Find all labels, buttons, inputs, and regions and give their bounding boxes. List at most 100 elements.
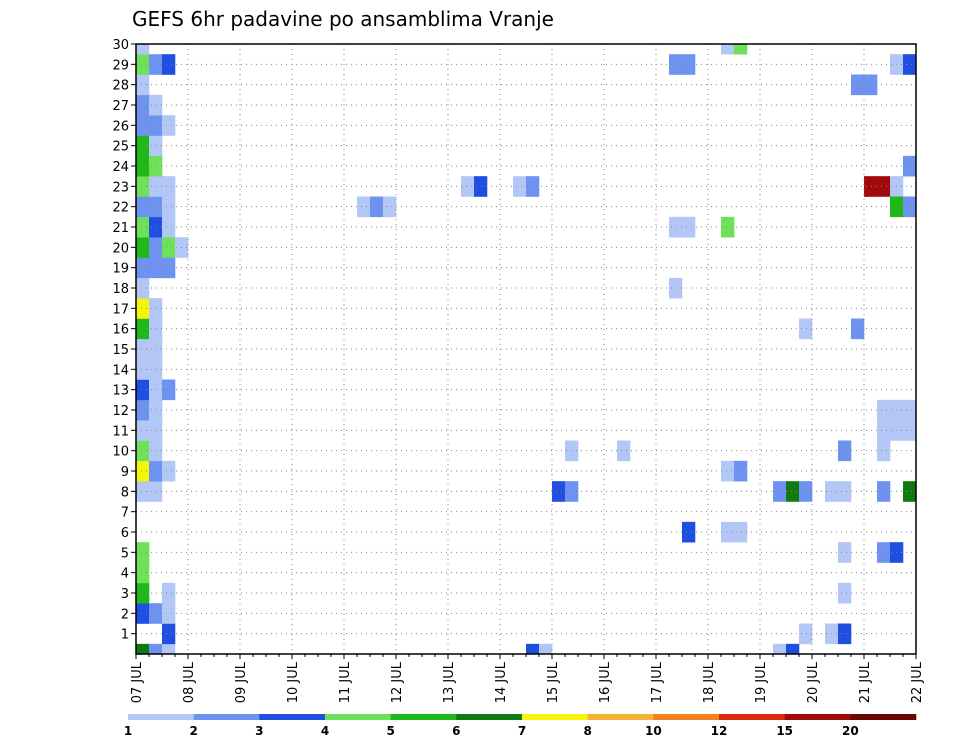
heatmap-cell <box>136 277 150 299</box>
y-tick-label: 7 <box>121 506 129 521</box>
heatmap-cell <box>877 481 891 502</box>
heatmap-cell <box>136 54 150 75</box>
colorbar-swatch <box>719 714 785 720</box>
heatmap-cell <box>136 399 150 421</box>
heatmap-cell <box>617 440 631 462</box>
heatmap-cell <box>136 460 150 482</box>
heatmap-cell <box>149 379 163 401</box>
heatmap-cell <box>136 94 150 116</box>
heatmap-cell <box>149 115 163 136</box>
heatmap-cell <box>162 379 176 401</box>
heatmap-cell <box>136 603 150 624</box>
y-tick-label: 27 <box>112 99 129 114</box>
y-tick-label: 11 <box>112 424 129 439</box>
y-tick-label: 14 <box>112 363 129 378</box>
heatmap-cell <box>162 115 176 136</box>
heatmap-cell <box>162 237 176 258</box>
heatmap-cell <box>786 643 800 655</box>
heatmap-cell <box>799 623 813 645</box>
heatmap-cell <box>877 176 891 197</box>
x-tick-label: 11 JUL <box>338 661 353 703</box>
heatmap-cell <box>136 420 150 441</box>
heatmap-cell <box>903 481 917 502</box>
grid-layer <box>136 44 916 654</box>
heatmap-cell <box>149 298 163 319</box>
heatmap-cell <box>851 74 865 96</box>
heatmap-cell <box>149 338 163 360</box>
heatmap-cell <box>149 196 163 218</box>
x-tick-label: 13 JUL <box>442 661 457 703</box>
heatmap-cell <box>669 277 683 299</box>
heatmap-cell <box>877 542 891 563</box>
heatmap-cell <box>136 318 150 340</box>
heatmap-cell <box>162 582 176 604</box>
x-tick-label: 21 JUL <box>858 661 873 703</box>
x-tick-label: 07 JUL <box>130 661 145 703</box>
heatmap-cell <box>136 196 150 218</box>
x-tick-label: 15 JUL <box>546 661 561 703</box>
heatmap-cell <box>539 643 553 655</box>
y-tick-label: 21 <box>112 221 129 236</box>
y-tick-label: 24 <box>112 160 129 175</box>
heatmap-cell <box>162 216 176 238</box>
colorbar-label: 5 <box>386 724 394 738</box>
x-tick-label: 12 JUL <box>390 661 405 703</box>
heatmap-cell <box>682 521 696 543</box>
y-tick-label: 22 <box>112 201 129 216</box>
x-tick-label: 09 JUL <box>234 661 249 703</box>
x-tick-label: 08 JUL <box>182 661 197 703</box>
heatmap-cell <box>799 318 813 340</box>
heatmap-cell <box>136 338 150 360</box>
heatmap-cell <box>149 481 163 502</box>
y-tick-label: 18 <box>112 282 129 297</box>
heatmap-cell <box>669 216 683 238</box>
heatmap-cell <box>734 460 748 482</box>
heatmap-cell <box>149 176 163 197</box>
heatmap-cell <box>838 623 852 645</box>
heatmap-cell <box>669 54 683 75</box>
heatmap-cell <box>513 176 527 197</box>
colorbar-swatch <box>390 714 457 720</box>
heatmap-cell <box>136 115 150 136</box>
y-tick-label: 13 <box>112 384 129 399</box>
colorbar-swatch <box>587 714 654 720</box>
heatmap-cell <box>877 399 891 421</box>
y-tick-label: 15 <box>112 343 129 358</box>
heatmap-cell <box>682 54 696 75</box>
x-tick-label: 18 JUL <box>702 661 717 703</box>
heatmap-cell <box>357 196 371 218</box>
heatmap-cell <box>136 176 150 197</box>
heatmap-cell <box>162 54 176 75</box>
x-tick-label: 22 JUL <box>910 661 925 703</box>
heatmap-cell <box>162 176 176 197</box>
y-tick-label: 6 <box>121 526 129 541</box>
y-tick-label: 5 <box>121 546 129 561</box>
y-tick-label: 9 <box>121 465 129 480</box>
x-tick-label: 14 JUL <box>494 661 509 703</box>
heatmap-cell <box>149 603 163 624</box>
heatmap-cell <box>721 460 735 482</box>
heatmap-cell <box>877 440 891 462</box>
heatmap-cell <box>162 643 176 655</box>
colorbar-label: 12 <box>711 724 728 738</box>
y-tick-label: 4 <box>121 567 129 582</box>
colorbar-swatch <box>522 714 588 720</box>
colorbar-label: 6 <box>452 724 460 738</box>
heatmap-cell <box>773 481 787 502</box>
heatmap-cell <box>149 155 163 177</box>
heatmap-cell <box>552 481 566 502</box>
heatmap-cell <box>786 481 800 502</box>
heatmap-cell <box>136 298 150 319</box>
heatmap-cell <box>136 74 150 96</box>
heatmap-cell <box>721 44 735 55</box>
heatmap-cell <box>162 603 176 624</box>
y-tick-label: 26 <box>112 119 129 134</box>
heatmap-cell <box>838 582 852 604</box>
heatmap-cell <box>136 155 150 177</box>
heatmap-cell <box>136 582 150 604</box>
colorbar-label: 2 <box>189 724 197 738</box>
x-tick-label: 19 JUL <box>754 661 769 703</box>
heatmap-cell <box>474 176 488 197</box>
heatmap-cell <box>136 257 150 279</box>
